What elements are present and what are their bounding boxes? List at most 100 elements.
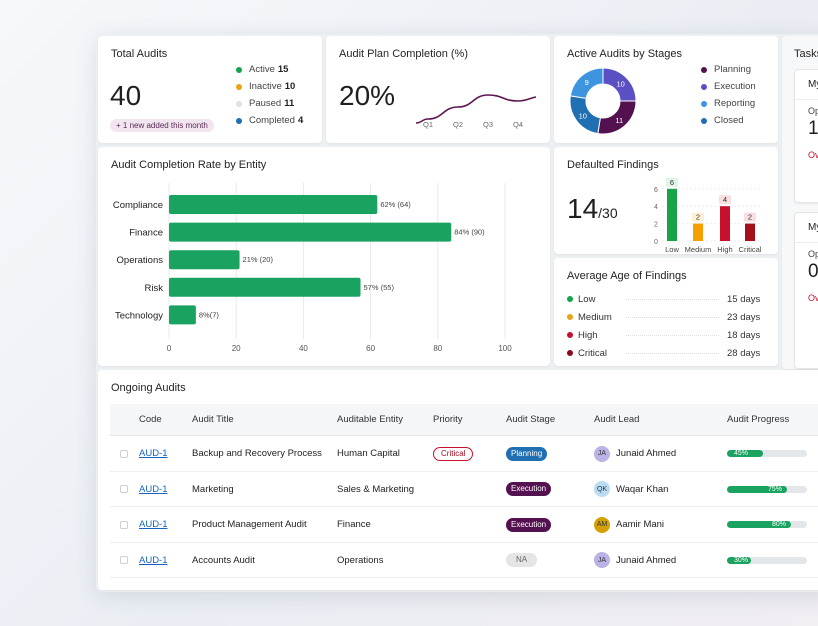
- checkbox[interactable]: [120, 556, 128, 564]
- audit-entity: Sales & Marketing: [337, 483, 415, 495]
- progress-label: 80%: [772, 521, 787, 528]
- avatar: JA: [594, 445, 610, 462]
- avg-age-card: Average Age of Findings Low 15 days Medium…: [554, 258, 778, 366]
- audit-title: Accounts Audit: [192, 554, 255, 566]
- category-label: Medium: [685, 245, 712, 254]
- code-cell[interactable]: AUD-1: [139, 472, 168, 507]
- title-cell: Product Management Audit: [192, 507, 307, 542]
- table-row[interactable]: AUD-1 Backup and Recovery Process Human Ca…: [110, 436, 818, 472]
- age-value: 28 days: [727, 347, 761, 359]
- tasks-title: Tasks: [794, 48, 818, 60]
- col-progress[interactable]: Audit Progress: [727, 414, 790, 425]
- stage-cell: Execution: [506, 472, 552, 507]
- bar-technology: [169, 305, 196, 325]
- progress-bar: 30%: [727, 556, 807, 564]
- legend-count: 4: [297, 115, 304, 126]
- task-card-2[interactable]: My Op 0 Ov: [794, 212, 818, 369]
- checkbox[interactable]: [120, 485, 128, 493]
- progress-cell: 45%: [727, 436, 807, 471]
- progress-cell: 75%: [727, 472, 807, 507]
- legend-reporting: Reporting: [701, 95, 756, 112]
- task-open-label: Op: [808, 249, 818, 259]
- progress-fill: [727, 450, 763, 457]
- category-label: Operations: [117, 255, 164, 266]
- priority-badge: Critical: [433, 446, 474, 461]
- entity-cell: Sales & Marketing: [337, 472, 414, 507]
- category-label: Compliance: [113, 200, 163, 211]
- task-open-value: 0: [808, 261, 818, 282]
- execution-dot: [701, 83, 707, 90]
- severity-dot: [567, 332, 573, 338]
- col-lead[interactable]: Audit Lead: [594, 414, 640, 425]
- audit-title: Backup and Recovery Process: [192, 448, 322, 459]
- progress-bar: 45%: [727, 450, 807, 457]
- severity-label: High: [578, 329, 598, 341]
- age-value: 23 days: [727, 311, 761, 323]
- category-label: Low: [665, 245, 679, 254]
- row-checkbox[interactable]: [120, 507, 128, 542]
- lead-name: Junaid Ahmed: [616, 554, 677, 566]
- lead-cell: JA Junaid Ahmed: [594, 436, 676, 471]
- audit-code-link[interactable]: AUD-1: [139, 448, 168, 459]
- severity-label: Medium: [578, 311, 612, 323]
- col-priority[interactable]: Priority: [433, 414, 463, 425]
- value-badge: [744, 212, 756, 222]
- legend-label: Execution: [714, 81, 756, 92]
- severity-dot: [567, 314, 573, 320]
- col-stage[interactable]: Audit Stage: [506, 414, 556, 425]
- col-entity[interactable]: Auditable Entity: [337, 414, 404, 425]
- stages-donut-chart: 10 11 10 9: [569, 67, 637, 135]
- checkbox[interactable]: [120, 449, 128, 458]
- task-card-1[interactable]: My Op 1 Ov: [794, 69, 818, 203]
- age-row: Medium 23 days: [567, 308, 767, 326]
- col-code[interactable]: Code: [139, 414, 162, 425]
- total-audits-legend: Active 15 Inactive 10 Paused 11 Completed 4: [236, 61, 303, 129]
- dotted-leader: [626, 298, 719, 300]
- severity-dot: [567, 350, 573, 356]
- stage-badge: NA: [506, 553, 538, 567]
- x-tick-label: 60: [366, 344, 375, 353]
- defaulted-count: 14/30: [567, 193, 618, 225]
- progress-bar: 75%: [727, 485, 807, 493]
- row-checkbox[interactable]: [120, 436, 128, 471]
- audit-title: Marketing: [192, 483, 234, 495]
- row-checkbox[interactable]: [120, 543, 128, 578]
- stage-badge: Execution: [506, 517, 552, 532]
- entity-chart-card: Audit Completion Rate by Entity 0 20 40 60 8…: [98, 147, 550, 366]
- dotted-leader: [626, 334, 719, 336]
- col-title[interactable]: Audit Title: [192, 414, 234, 425]
- legend-label: Reporting: [714, 98, 756, 109]
- y-tick-label: 4: [654, 204, 658, 211]
- table-row[interactable]: AUD-1 Accounts Audit Operations NA JA Junaid …: [110, 543, 818, 578]
- checkbox[interactable]: [120, 520, 128, 529]
- audit-entity: Finance: [337, 519, 371, 530]
- defaulted-bar-chart: 0 2 4 6 6 Low 2 Medium 4 High 2 Critical: [654, 177, 762, 254]
- age-row: Critical 28 days: [567, 344, 767, 362]
- bar-compliance: [169, 195, 378, 214]
- plan-completion-sparkline: Q1 Q2 Q3 Q4: [415, 94, 537, 129]
- value-badge: [692, 212, 704, 222]
- code-cell[interactable]: AUD-1: [139, 543, 168, 578]
- entity-chart-title: Audit Completion Rate by Entity: [111, 159, 267, 171]
- quarter-tick-label: Q4: [513, 120, 523, 129]
- closed-dot: [701, 117, 707, 124]
- legend-count: 15: [277, 64, 289, 75]
- defaulted-total: /30: [598, 205, 618, 221]
- x-tick-label: 80: [433, 344, 442, 353]
- inactive-dot: [236, 83, 242, 90]
- defaulted-findings-title: Defaulted Findings: [567, 159, 659, 171]
- title-cell: Backup and Recovery Process: [192, 436, 322, 471]
- table-row[interactable]: AUD-1 Product Management Audit Finance Exec…: [110, 507, 818, 543]
- row-checkbox[interactable]: [120, 472, 128, 507]
- code-cell[interactable]: AUD-1: [139, 436, 168, 471]
- legend-planning: Planning: [701, 61, 756, 78]
- table-row[interactable]: AUD-1 Marketing Sales & Marketing Execution…: [110, 472, 818, 507]
- audit-code-link[interactable]: AUD-1: [139, 519, 168, 530]
- total-audits-card: Total Audits 40 + 1 new added this month…: [98, 36, 322, 143]
- audit-code-link[interactable]: AUD-1: [139, 483, 168, 495]
- audit-code-link[interactable]: AUD-1: [139, 554, 168, 566]
- active-dot: [236, 66, 242, 73]
- code-cell[interactable]: AUD-1: [139, 507, 168, 542]
- stages-title: Active Audits by Stages: [567, 48, 682, 60]
- progress-cell: 30%: [727, 543, 807, 578]
